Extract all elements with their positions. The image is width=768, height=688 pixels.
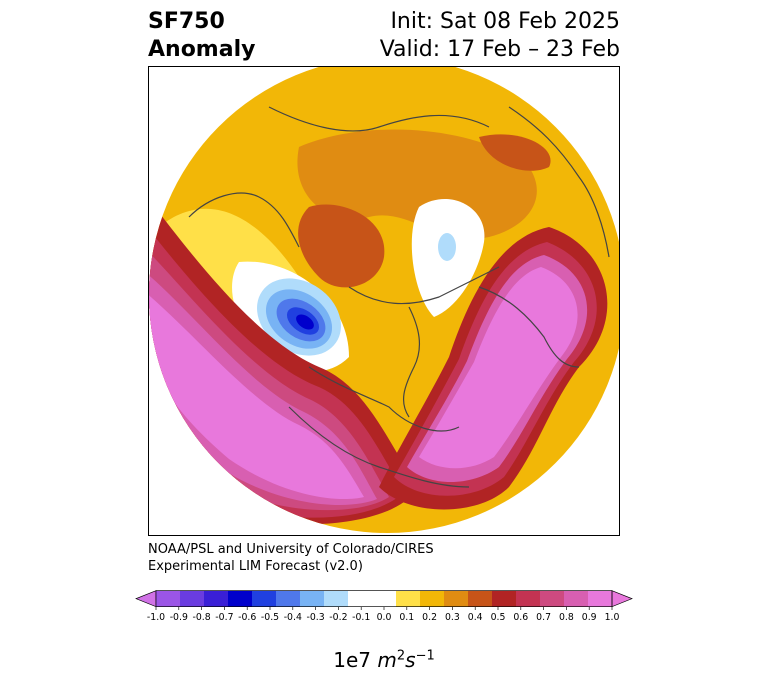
- colorbar-swatch: [324, 590, 349, 607]
- colorbar-extend-low: [135, 590, 157, 608]
- colorbar-swatch: [372, 590, 397, 607]
- colorbar-swatch: [156, 590, 181, 607]
- colorbar: -1.0 -0.9 -0.8 -0.7 -0.6 -0.5 -0.4 -0.3 -0.2 -0.1…: [135, 590, 633, 623]
- colorbar-tick-label: -0.8: [192, 612, 210, 623]
- colorbar-swatch: [228, 590, 253, 607]
- colorbar-swatch: [444, 590, 469, 607]
- colorbar-tick-label: -0.9: [170, 612, 188, 623]
- colorbar-tick-label: -0.4: [284, 612, 302, 623]
- colorbar-tick-label: -0.2: [329, 612, 347, 623]
- colorbar-swatch: [204, 590, 229, 607]
- credit-line-2: Experimental LIM Forecast (v2.0): [148, 559, 363, 574]
- colorbar-swatch: [396, 590, 421, 607]
- title-variable: SF750: [148, 9, 225, 34]
- colorbar-tick-label: 1.0: [605, 612, 620, 623]
- colorbar-tick-label: 0.6: [513, 612, 528, 623]
- colorbar-tick-label: 0.7: [536, 612, 551, 623]
- colorbar-tick-label: -0.3: [306, 612, 324, 623]
- colorbar-extend-high: [611, 590, 633, 608]
- colorbar-tick-label: 0.4: [468, 612, 483, 623]
- colorbar-swatch: [516, 590, 541, 607]
- colorbar-swatch: [252, 590, 277, 607]
- colorbar-tick-label: 0.5: [491, 612, 506, 623]
- colorbar-tick-label: 0.0: [377, 612, 392, 623]
- colorbar-tick-label: 0.1: [399, 612, 414, 623]
- anomaly-field: [149, 67, 619, 533]
- init-date: Init: Sat 08 Feb 2025: [390, 9, 620, 34]
- colorbar-swatch: [348, 590, 373, 607]
- colorbar-tick-label: 0.8: [559, 612, 574, 623]
- coastlines: [188, 106, 610, 488]
- colorbar-tick-label: -0.1: [352, 612, 370, 623]
- colorbar-swatch: [468, 590, 493, 607]
- colorbar-swatch: [588, 590, 613, 607]
- colorbar-tick-label: -1.0: [147, 612, 165, 623]
- colorbar-unit-label: 1e7 m2s−1: [333, 648, 435, 672]
- valid-range: Valid: 17 Feb – 23 Feb: [379, 37, 620, 62]
- colorbar-swatch: [276, 590, 301, 607]
- colorbar-swatch: [180, 590, 205, 607]
- colorbar-swatch: [492, 590, 517, 607]
- colorbar-swatch: [420, 590, 445, 607]
- colorbar-tick-label: -0.6: [238, 612, 256, 623]
- colorbar-swatch: [540, 590, 565, 607]
- colorbar-tick-label: -0.7: [215, 612, 233, 623]
- title-type: Anomaly: [148, 37, 256, 62]
- map-title: SF750 Anomaly: [148, 8, 255, 64]
- credit-line-1: NOAA/PSL and University of Colorado/CIRE…: [148, 542, 434, 557]
- polar-map: [148, 66, 620, 536]
- forecast-dates: Init: Sat 08 Feb 2025 Valid: 17 Feb – 23…: [380, 8, 620, 64]
- colorbar-swatch: [564, 590, 589, 607]
- colorbar-tick-label: 0.9: [582, 612, 597, 623]
- colorbar-tick-label: 0.3: [445, 612, 460, 623]
- credit-text: NOAA/PSL and University of Colorado/CIRE…: [148, 541, 434, 575]
- colorbar-tick-label: 0.2: [422, 612, 437, 623]
- colorbar-swatch: [300, 590, 325, 607]
- colorbar-tick-label: -0.5: [261, 612, 279, 623]
